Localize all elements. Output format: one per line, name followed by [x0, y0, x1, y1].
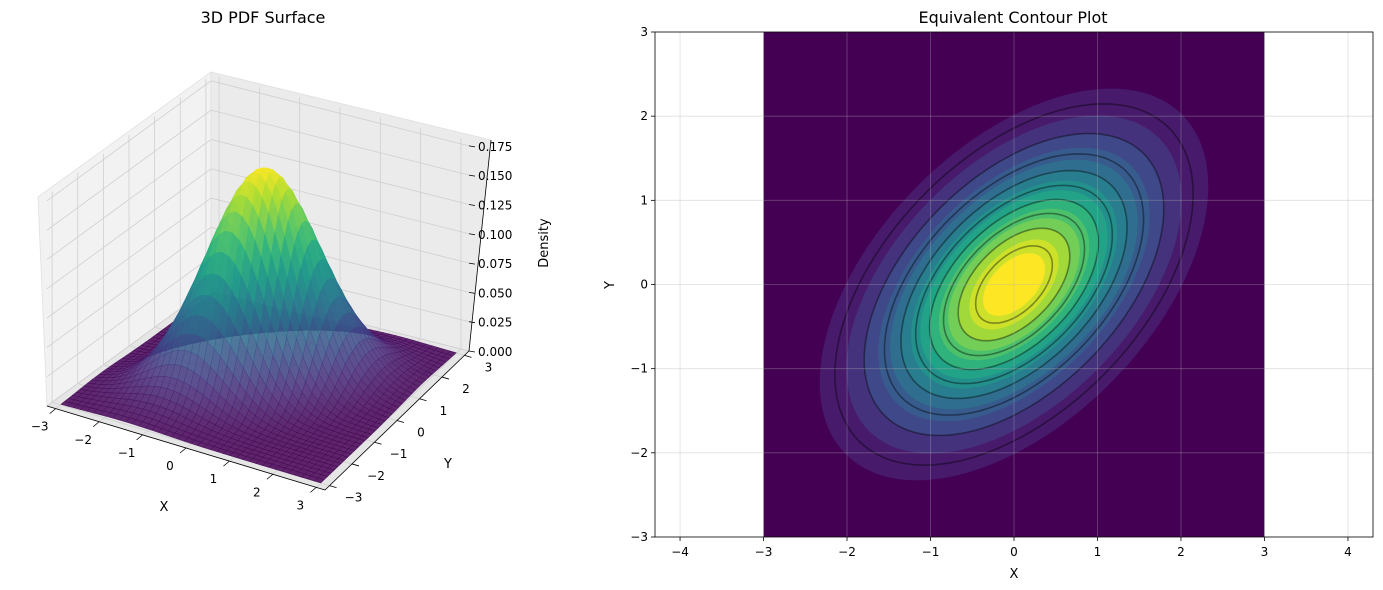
contour-line: [974, 245, 1054, 324]
surface-z-tick: [468, 174, 476, 177]
surface-z-tick: [468, 233, 476, 236]
pane-gridline: [46, 226, 470, 348]
pane-gridline: [46, 80, 470, 202]
surface-x-tick: [310, 487, 317, 493]
surface-x-tick: [92, 421, 100, 428]
surface-z-tick-label: 0.100: [478, 228, 512, 242]
surface-y-label: Y: [443, 457, 452, 472]
contour-x-tick-label: −2: [838, 545, 856, 559]
surface-z-tick-label: 0.000: [478, 345, 512, 359]
contour-x-tick-label: −3: [755, 545, 773, 559]
contour-line: [883, 153, 1145, 416]
contour-x-tick-label: 1: [1094, 545, 1102, 559]
surface-z-tick-label: 0.075: [478, 257, 512, 271]
surface-x-tick-label: 0: [166, 459, 174, 473]
pane-gridline: [46, 139, 470, 260]
surface-z-label: Density: [537, 218, 552, 268]
contour-y-tick-label: −2: [630, 446, 648, 460]
surface-y-tick-label: −2: [367, 469, 385, 483]
surface-y-tick: [396, 420, 405, 423]
surface-y-tick: [441, 376, 450, 380]
contour-y-tick-label: 1: [640, 193, 648, 207]
surface-y-tick: [374, 441, 382, 445]
contour-line: [833, 103, 1195, 466]
surface-y-tick-label: −3: [345, 491, 363, 505]
contour-grid: [655, 32, 1373, 537]
surface-z-tick: [468, 145, 476, 148]
contour-y-label: Y: [603, 281, 618, 290]
surface-x-tick: [49, 408, 56, 414]
surface-z-tick: [468, 321, 476, 324]
contour-y-tick-label: 0: [640, 278, 648, 292]
contour-x-tick-label: 0: [1010, 545, 1018, 559]
surface-x-tick: [136, 434, 143, 441]
contour-chart: Equivalent Contour Plot −4 −3 −2 −1 0 1 2 3 4−3−…: [603, 8, 1374, 582]
contour-y-tick-label: 3: [640, 25, 648, 39]
contour-line: [928, 198, 1100, 371]
surface-z-tick-label: 0.050: [478, 286, 512, 300]
surface-ticks: −3−2−10123−3−2−101230.0000.0250.0500.075…: [31, 140, 513, 513]
contour-x-tick-label: −1: [922, 545, 940, 559]
contour-y-tick-label: −1: [630, 362, 648, 376]
surface-x-tick-label: 3: [296, 498, 304, 512]
surface-y-tick-label: 3: [485, 360, 493, 374]
contour-x-label: X: [1010, 567, 1019, 582]
contour-line-levels: [833, 103, 1195, 466]
surface-x-tick-label: 1: [210, 472, 218, 486]
surface-y-tick-label: 0: [417, 426, 425, 440]
surface-x-tick-label: 2: [253, 485, 261, 499]
surface-x-label: X: [160, 500, 169, 515]
contour-line: [942, 212, 1086, 357]
surface-y-tick: [464, 354, 472, 358]
surface-y-tick-label: −1: [390, 447, 408, 461]
contour-y-tick-label: 2: [640, 109, 648, 123]
contour-ticks: −4 −3 −2 −1 0 1 2 3 4 −3 −2 −1 0 1 2 3: [630, 25, 1351, 559]
contour-x-tick-label: 3: [1261, 545, 1269, 559]
surface-z-tick: [468, 262, 476, 265]
surface-x-tick: [266, 473, 274, 480]
surface-x-tick: [179, 447, 187, 454]
surface-z-tick: [468, 291, 476, 294]
pane-gridline: [46, 109, 470, 231]
surface-z-tick: [468, 350, 476, 353]
surface-x-tick-label: −2: [74, 433, 92, 447]
contour-x-tick-label: 2: [1177, 545, 1185, 559]
surface-y-tick: [329, 485, 337, 489]
contour-x-tick-label: 4: [1344, 545, 1352, 559]
contour-chart-title: Equivalent Contour Plot: [918, 8, 1107, 27]
surface-x-tick: [223, 460, 230, 467]
surface-chart-title: 3D PDF Surface: [201, 8, 326, 27]
surface-z-tick-label: 0.150: [478, 169, 512, 183]
contour-y-tick-label: −3: [630, 530, 648, 544]
contour-x-tick-label: −4: [671, 545, 689, 559]
contour-filled-levels: [763, 32, 1265, 537]
surface-z-tick-label: 0.125: [478, 198, 512, 212]
contour-level-fill: [983, 253, 1045, 316]
contour-line: [900, 169, 1128, 400]
surface-x-tick-label: −3: [31, 420, 49, 434]
contour-line: [863, 132, 1165, 437]
surface-z-tick-label: 0.025: [478, 316, 512, 330]
contour-line: [957, 227, 1071, 342]
contour-line: [914, 184, 1114, 385]
surface-y-tick-label: 2: [462, 382, 470, 396]
surface-z-tick: [468, 204, 476, 206]
pane-gridline: [46, 197, 470, 319]
surface-patch: [313, 477, 325, 484]
surface-y-tick-label: 1: [440, 404, 448, 418]
z-axis-line: [468, 139, 492, 352]
surface-x-tick-label: −1: [118, 446, 136, 460]
surface-mesh: [60, 167, 457, 484]
pane-gridline: [46, 168, 470, 290]
surface-chart: 3D PDF Surface −3−2−10123−3−2−101230.000…: [31, 8, 552, 515]
surface-z-tick-label: 0.175: [478, 140, 512, 154]
surface-y-tick: [419, 398, 427, 402]
surface-y-tick: [351, 463, 360, 467]
